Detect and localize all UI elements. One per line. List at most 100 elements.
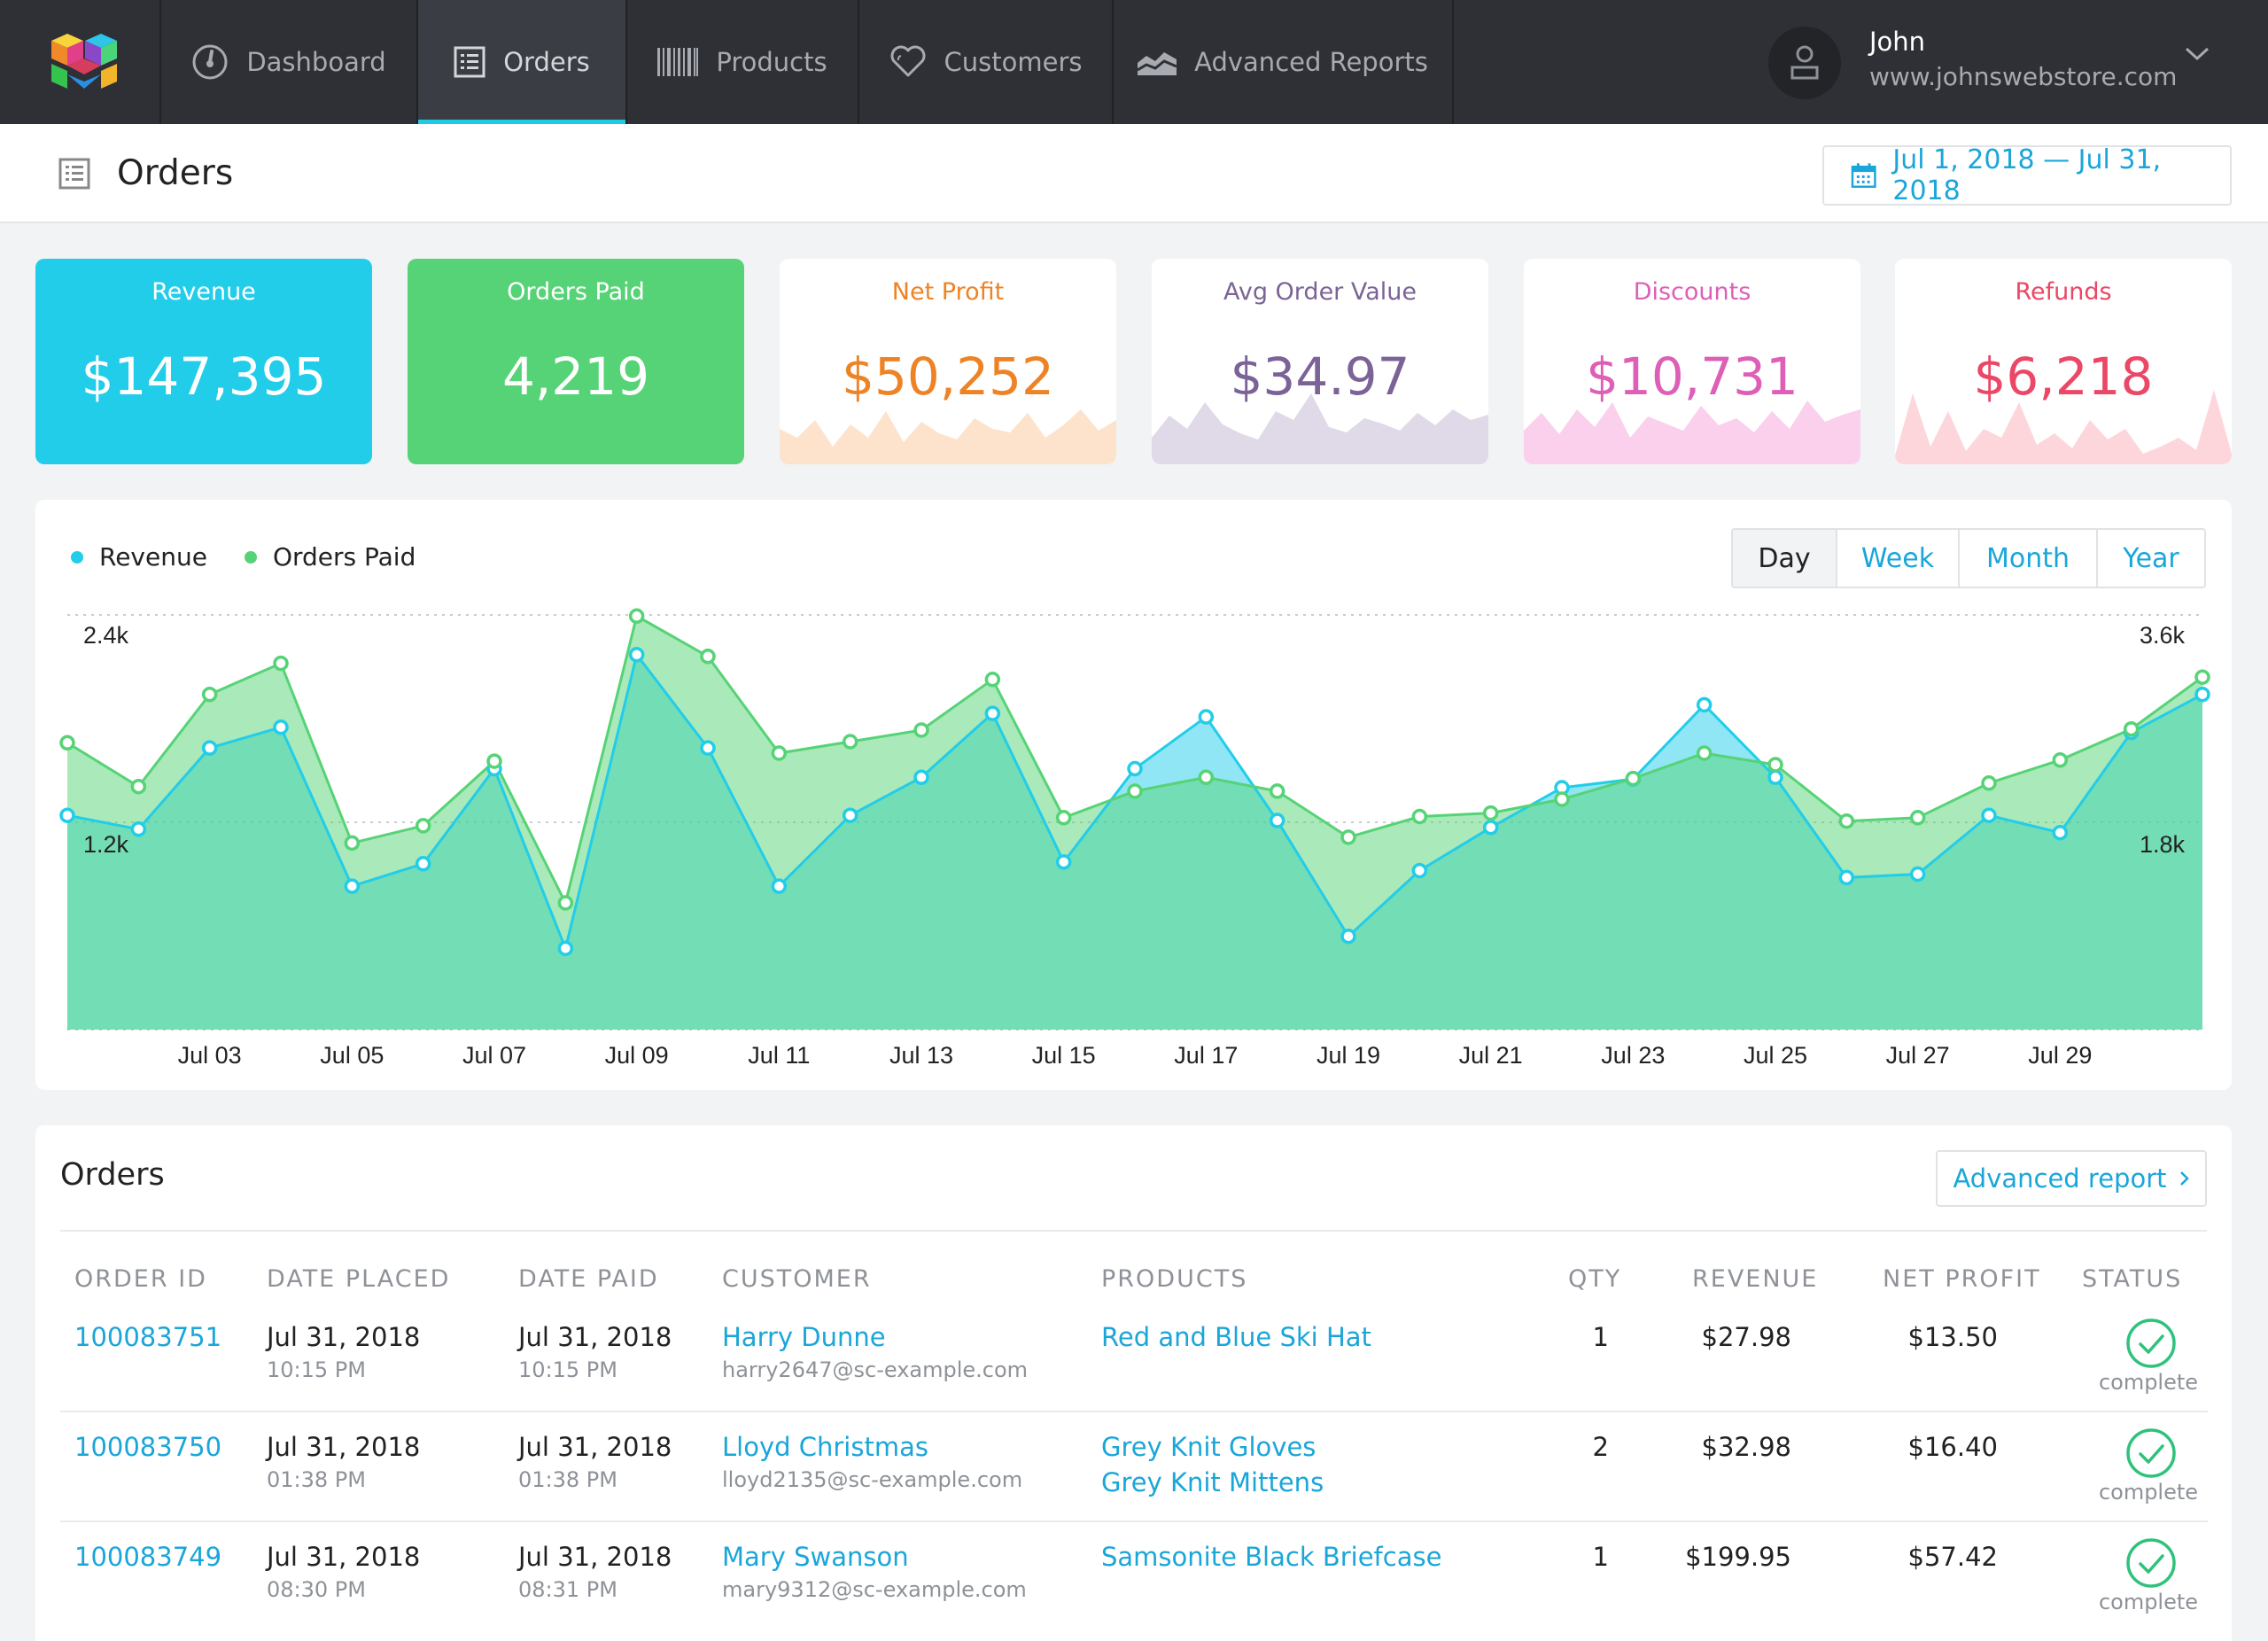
period-day-button[interactable]: Day [1733, 530, 1836, 587]
x-tick-label: Jul 03 [178, 1042, 242, 1069]
kpi-card-net-profit[interactable]: Net Profit$50,252↑ 4.07% [780, 259, 1116, 464]
heart-icon [890, 45, 925, 77]
data-point-orders-paid [415, 818, 431, 834]
period-week-button[interactable]: Week [1836, 530, 1958, 587]
data-point-orders-paid [2052, 752, 2069, 768]
chevron-down-icon[interactable] [2185, 46, 2210, 62]
kpi-card-refunds[interactable]: Refunds$6,218↑ 4.37% [1895, 259, 2232, 464]
date-range-picker[interactable]: Jul 1, 2018 — Jul 31, 2018 [1822, 144, 2232, 206]
kpi-card-discounts[interactable]: Discounts$10,731↓ 2.45% [1524, 259, 1860, 464]
app-logo[interactable] [0, 0, 161, 124]
legend-label: Revenue [99, 542, 207, 572]
user-menu[interactable]: John www.johnswebstore.com [1768, 23, 2229, 103]
data-point-orders-paid [913, 722, 929, 738]
nav-item-orders[interactable]: Orders [418, 0, 627, 124]
col-header-net-profit[interactable]: NET PROFIT [1883, 1265, 2041, 1293]
legend-dot [244, 550, 257, 564]
data-point-orders-paid [842, 734, 858, 750]
col-header-date-paid[interactable]: DATE PAID [518, 1265, 659, 1293]
date-placed: Jul 31, 2018 [267, 1322, 421, 1352]
order-id-link[interactable]: 100083750 [74, 1432, 222, 1462]
data-point-orders-paid [700, 649, 716, 665]
data-point-revenue [913, 769, 929, 786]
customer-name-link[interactable]: Lloyd Christmas [722, 1432, 928, 1462]
time-placed: 01:38 PM [267, 1467, 366, 1492]
date-placed: Jul 31, 2018 [267, 1432, 421, 1462]
table-row[interactable]: 100083751 Jul 31, 2018 10:15 PM Jul 31, 201… [60, 1303, 2208, 1412]
data-point-revenue [2052, 824, 2069, 841]
x-tick-label: Jul 25 [1744, 1042, 1807, 1069]
qty: 1 [1592, 1322, 1609, 1352]
data-point-revenue [628, 647, 645, 663]
legend-item-revenue[interactable]: Revenue [71, 542, 207, 572]
kpi-label: Revenue [151, 278, 256, 306]
nav-item-dashboard[interactable]: Dashboard [161, 0, 418, 124]
kpi-label: Discounts [1633, 278, 1751, 306]
list-icon [58, 158, 90, 190]
x-tick-label: Jul 27 [1886, 1042, 1950, 1069]
nav-label-advanced-reports: Advanced Reports [1194, 47, 1428, 77]
chart-legend: Revenue Orders Paid [71, 542, 416, 572]
order-id-link[interactable]: 100083751 [74, 1322, 222, 1352]
y-right-tick-label: 1.8k [2140, 831, 2186, 858]
customer-email: lloyd2135@sc-example.com [722, 1467, 1023, 1492]
legend-item-orders-paid[interactable]: Orders Paid [244, 542, 416, 572]
logo-icon [51, 34, 117, 89]
kpi-label: Net Profit [891, 278, 1005, 306]
customer-name-link[interactable]: Mary Swanson [722, 1542, 909, 1572]
data-point-orders-paid [557, 895, 574, 911]
nav-item-advanced-reports[interactable]: Advanced Reports [1114, 0, 1454, 124]
row-divider [60, 1411, 2208, 1412]
col-header-products[interactable]: PRODUCTS [1101, 1265, 1248, 1293]
data-point-revenue [984, 705, 1001, 721]
orders-title: Orders [60, 1157, 165, 1193]
product-link[interactable]: Red and Blue Ski Hat [1101, 1322, 1371, 1352]
row-divider [60, 1520, 2208, 1522]
col-header-date-placed[interactable]: DATE PLACED [267, 1265, 451, 1293]
sparkline-area [1524, 401, 1860, 464]
kpi-value: $50,252 [842, 346, 1054, 407]
table-row[interactable]: 100083749 Jul 31, 2018 08:30 PM Jul 31, 201… [60, 1522, 2208, 1632]
page-header: Orders Jul 1, 2018 — Jul 31, 2018 [0, 124, 2268, 223]
kpi-card-avg-order-value[interactable]: Avg Order Value$34.97↑ 3.25% [1152, 259, 1488, 464]
data-point-orders-paid [1981, 775, 1997, 791]
data-point-revenue [130, 821, 147, 837]
col-header-qty[interactable]: QTY [1568, 1265, 1622, 1293]
advanced-report-label: Advanced report [1953, 1163, 2167, 1194]
x-tick-label: Jul 09 [605, 1042, 669, 1069]
legend-label: Orders Paid [272, 542, 416, 572]
col-header-revenue[interactable]: REVENUE [1692, 1265, 1819, 1293]
kpi-card-revenue[interactable]: Revenue$147,395↑ 2.47% [35, 259, 372, 464]
nav-item-products[interactable]: Products [627, 0, 859, 124]
data-point-revenue [557, 940, 574, 957]
order-id-link[interactable]: 100083749 [74, 1542, 222, 1572]
nav-item-customers[interactable]: Customers [859, 0, 1114, 124]
product-link[interactable]: Grey Knit Mittens [1101, 1467, 1324, 1497]
y-left-tick-label: 2.4k [83, 622, 129, 649]
x-tick-label: Jul 11 [748, 1042, 810, 1069]
time-placed: 08:30 PM [267, 1577, 366, 1602]
product-link[interactable]: Grey Knit Gloves [1101, 1432, 1317, 1462]
table-row[interactable]: 100083750 Jul 31, 2018 01:38 PM Jul 31, 201… [60, 1412, 2208, 1522]
data-point-orders-paid [59, 735, 75, 751]
col-header-status[interactable]: STATUS [2082, 1265, 2183, 1293]
product-link[interactable]: Samsonite Black Briefcase [1101, 1542, 1442, 1572]
col-header-order-id[interactable]: ORDER ID [74, 1265, 207, 1293]
top-nav: Dashboard Orders Products Customers Adva… [0, 0, 2268, 124]
col-header-customer[interactable]: CUSTOMER [722, 1265, 872, 1293]
date-paid: Jul 31, 2018 [518, 1432, 672, 1462]
period-month-button[interactable]: Month [1958, 530, 2096, 587]
data-point-orders-paid [1482, 805, 1499, 821]
qty: 1 [1592, 1542, 1609, 1572]
kpi-label: Avg Order Value [1223, 278, 1418, 306]
legend-dot [71, 550, 83, 564]
data-point-revenue [1198, 709, 1215, 725]
sparkline [1152, 393, 1488, 464]
status-label: complete [2098, 1370, 2199, 1395]
avatar[interactable] [1768, 27, 1841, 99]
calendar-icon [1851, 163, 1876, 188]
period-year-button[interactable]: Year [2096, 530, 2204, 587]
advanced-report-button[interactable]: Advanced report [1936, 1150, 2207, 1207]
customer-name-link[interactable]: Harry Dunne [722, 1322, 886, 1352]
